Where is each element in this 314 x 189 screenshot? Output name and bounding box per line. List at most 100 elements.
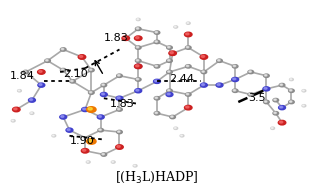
Circle shape xyxy=(136,28,139,29)
Circle shape xyxy=(289,89,294,92)
Circle shape xyxy=(61,115,64,117)
Circle shape xyxy=(278,120,286,125)
Circle shape xyxy=(136,18,140,21)
Circle shape xyxy=(134,64,142,69)
Circle shape xyxy=(89,91,94,94)
Circle shape xyxy=(24,71,26,72)
Circle shape xyxy=(31,112,32,113)
Circle shape xyxy=(155,41,158,42)
Circle shape xyxy=(82,107,89,112)
Circle shape xyxy=(248,93,254,96)
Circle shape xyxy=(116,145,123,149)
Circle shape xyxy=(264,101,267,102)
Circle shape xyxy=(23,70,29,74)
Circle shape xyxy=(175,26,176,27)
Circle shape xyxy=(168,90,170,91)
Circle shape xyxy=(52,135,54,136)
Circle shape xyxy=(202,84,205,86)
Circle shape xyxy=(171,116,173,117)
Circle shape xyxy=(186,46,189,48)
Circle shape xyxy=(290,79,292,80)
Circle shape xyxy=(216,83,223,87)
Circle shape xyxy=(117,74,120,76)
Circle shape xyxy=(135,78,141,81)
Text: 1.90: 1.90 xyxy=(70,136,94,146)
Circle shape xyxy=(217,84,220,86)
Circle shape xyxy=(86,161,90,163)
Circle shape xyxy=(136,65,139,67)
Circle shape xyxy=(39,70,42,72)
Circle shape xyxy=(12,120,14,121)
Circle shape xyxy=(186,46,191,49)
Circle shape xyxy=(154,80,158,82)
Circle shape xyxy=(202,56,204,57)
Circle shape xyxy=(137,19,138,20)
Circle shape xyxy=(174,127,178,129)
Circle shape xyxy=(123,37,127,39)
Circle shape xyxy=(79,55,83,57)
Circle shape xyxy=(136,89,139,91)
Circle shape xyxy=(280,106,283,108)
Circle shape xyxy=(167,70,172,74)
Circle shape xyxy=(168,60,170,61)
Text: 1.84: 1.84 xyxy=(10,71,35,81)
Circle shape xyxy=(302,90,306,92)
Circle shape xyxy=(290,90,292,91)
Circle shape xyxy=(290,78,293,81)
Circle shape xyxy=(154,79,160,83)
Circle shape xyxy=(290,101,292,102)
Circle shape xyxy=(46,60,48,61)
Circle shape xyxy=(249,93,251,95)
Circle shape xyxy=(101,153,107,156)
Circle shape xyxy=(117,108,122,111)
Circle shape xyxy=(98,129,104,132)
Circle shape xyxy=(30,99,33,101)
Circle shape xyxy=(117,146,120,147)
Circle shape xyxy=(273,98,279,102)
Circle shape xyxy=(279,83,285,87)
Circle shape xyxy=(18,90,20,91)
Circle shape xyxy=(170,115,176,119)
Circle shape xyxy=(303,90,304,91)
Circle shape xyxy=(136,60,139,61)
Circle shape xyxy=(135,64,142,68)
Circle shape xyxy=(186,65,191,68)
Circle shape xyxy=(166,92,173,97)
Circle shape xyxy=(78,55,86,59)
Circle shape xyxy=(52,135,56,137)
Circle shape xyxy=(88,139,92,142)
Circle shape xyxy=(174,26,178,28)
Circle shape xyxy=(80,56,83,57)
Circle shape xyxy=(102,153,105,155)
Circle shape xyxy=(136,78,139,80)
Circle shape xyxy=(117,130,122,134)
Circle shape xyxy=(232,65,238,68)
Circle shape xyxy=(136,37,139,39)
Circle shape xyxy=(201,70,207,74)
Circle shape xyxy=(89,91,92,93)
Circle shape xyxy=(279,106,285,110)
Circle shape xyxy=(233,78,236,80)
Circle shape xyxy=(170,52,173,54)
Circle shape xyxy=(135,59,141,62)
Circle shape xyxy=(154,97,160,100)
Circle shape xyxy=(98,115,101,117)
Circle shape xyxy=(289,100,294,104)
Circle shape xyxy=(134,36,142,40)
Circle shape xyxy=(233,90,236,91)
Circle shape xyxy=(186,93,191,96)
Circle shape xyxy=(154,31,160,34)
Circle shape xyxy=(136,46,139,48)
Circle shape xyxy=(89,68,94,72)
Circle shape xyxy=(274,112,276,114)
Circle shape xyxy=(154,40,160,44)
Circle shape xyxy=(218,60,220,61)
Circle shape xyxy=(87,107,96,112)
Circle shape xyxy=(135,27,141,31)
Circle shape xyxy=(100,92,107,97)
Circle shape xyxy=(186,65,189,67)
Circle shape xyxy=(154,65,160,68)
Circle shape xyxy=(87,139,96,144)
Circle shape xyxy=(233,65,236,67)
Circle shape xyxy=(264,88,267,89)
